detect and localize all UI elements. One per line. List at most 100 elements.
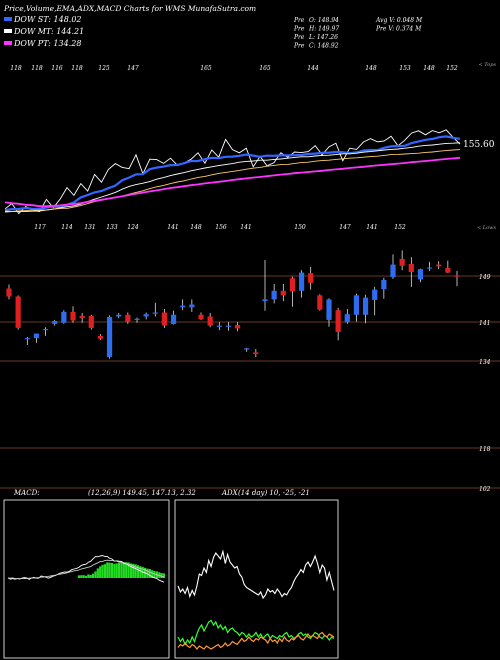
candle	[445, 260, 451, 274]
ema-panel: 118 118 116 118 125 147 165 165 144 148 153 148 152 …	[4, 62, 496, 231]
macd-histogram-bar	[110, 563, 114, 578]
candle	[180, 299, 186, 311]
price-tick-label: 102	[479, 486, 491, 493]
macd-histogram-bar	[103, 564, 107, 578]
candle	[97, 334, 104, 340]
candle-body	[353, 295, 360, 315]
candle	[326, 298, 332, 327]
bottom-label: 124	[127, 224, 139, 231]
top-label: 148	[365, 65, 377, 72]
candle-body	[97, 335, 104, 339]
candle-body	[436, 264, 442, 267]
candle-body	[134, 318, 140, 320]
candle-body	[426, 267, 433, 269]
candle-body	[70, 311, 76, 321]
macd-histogram-bar	[77, 575, 81, 578]
candle	[417, 268, 424, 283]
macd-histogram-bar	[82, 575, 85, 578]
candle-body	[170, 314, 177, 324]
ohlc-value: O: 148.94	[309, 17, 339, 24]
ema-line	[4, 149, 461, 212]
macd-label: MACD:	[13, 489, 40, 497]
ohlc-key: Pre	[293, 34, 305, 41]
candle-body	[271, 290, 277, 300]
macd-histogram-bar	[108, 562, 111, 578]
chart-title: Price,Volume,EMA,ADX,MACD Charts for WMS…	[3, 4, 256, 13]
candle-body	[116, 314, 122, 317]
ema-lines	[4, 129, 461, 215]
macd-line	[7, 559, 165, 580]
candle-body	[417, 269, 424, 280]
candle	[362, 294, 369, 324]
candle	[353, 293, 360, 322]
candle	[234, 322, 241, 332]
candle-body	[33, 333, 40, 339]
candle	[6, 284, 12, 300]
candle-body	[143, 314, 149, 317]
macd-histogram-bar	[120, 562, 123, 578]
top-label: 118	[31, 65, 43, 72]
price-tick-label: 134	[479, 359, 491, 366]
candle	[298, 270, 305, 298]
macd-histogram-bar	[134, 564, 137, 578]
macd-histogram-bar	[151, 570, 154, 578]
candle-body	[189, 304, 195, 308]
top-label: 148	[423, 65, 435, 72]
volume-entry: Pre V: 0.374 M	[375, 26, 422, 33]
candle-body	[390, 264, 396, 278]
bottom-label: 148	[190, 224, 202, 231]
candle	[280, 283, 286, 302]
candle	[152, 302, 158, 317]
candle-body	[234, 325, 241, 329]
macd-histogram-bar	[162, 573, 166, 578]
candle-body	[372, 289, 378, 300]
bottom-label: 114	[61, 224, 73, 231]
candle	[381, 277, 387, 299]
price-tick-label: 141	[479, 320, 490, 327]
bottom-label: 150	[294, 224, 306, 231]
macd-histogram-bar	[153, 571, 156, 578]
candle-body	[15, 296, 21, 328]
candle-body	[161, 312, 168, 326]
macd-histogram-bar	[115, 563, 118, 578]
adx-params: (14 day) 10, -25, -21	[238, 489, 310, 497]
top-label: 125	[98, 65, 110, 72]
candle-body	[362, 297, 369, 315]
ohlc-key: Pre	[293, 26, 305, 33]
macd-histogram-bar	[148, 569, 151, 578]
macd-line	[7, 555, 165, 583]
ema-line	[4, 156, 461, 208]
bottom-labels: 117 114 131 133 124 141 148 156 141 150 147 141 152	[34, 224, 406, 231]
macd-histogram-bar	[80, 575, 83, 578]
macd-histogram-bar	[117, 562, 121, 578]
candle-body	[216, 325, 222, 327]
candle-body	[454, 275, 460, 277]
bottom-label: 117	[34, 224, 46, 231]
bottom-label: 141	[366, 224, 377, 231]
top-label: 165	[200, 65, 212, 72]
legend-entry: DOW MT: 144.21	[13, 27, 84, 36]
candle	[116, 313, 122, 319]
candles	[6, 250, 460, 359]
macd-histogram-bar	[139, 566, 142, 578]
macd-histogram-bar	[96, 568, 99, 578]
macd-histogram-bar	[127, 562, 130, 578]
macd-histogram-bar	[91, 573, 95, 578]
macd-histogram-bar	[87, 574, 90, 578]
candle-body	[280, 290, 286, 296]
candle	[61, 310, 67, 324]
candle	[216, 322, 222, 331]
bottom-label: 141	[240, 224, 251, 231]
candle-body	[79, 315, 85, 319]
candle	[271, 283, 277, 304]
candle	[244, 347, 250, 352]
candle-body	[180, 305, 186, 308]
candle	[143, 312, 149, 320]
candle	[24, 336, 30, 345]
candle-body	[262, 299, 268, 302]
candle-body	[326, 299, 332, 320]
lows-label: < Lows	[477, 225, 496, 231]
candle	[426, 261, 433, 271]
candle	[344, 309, 350, 324]
